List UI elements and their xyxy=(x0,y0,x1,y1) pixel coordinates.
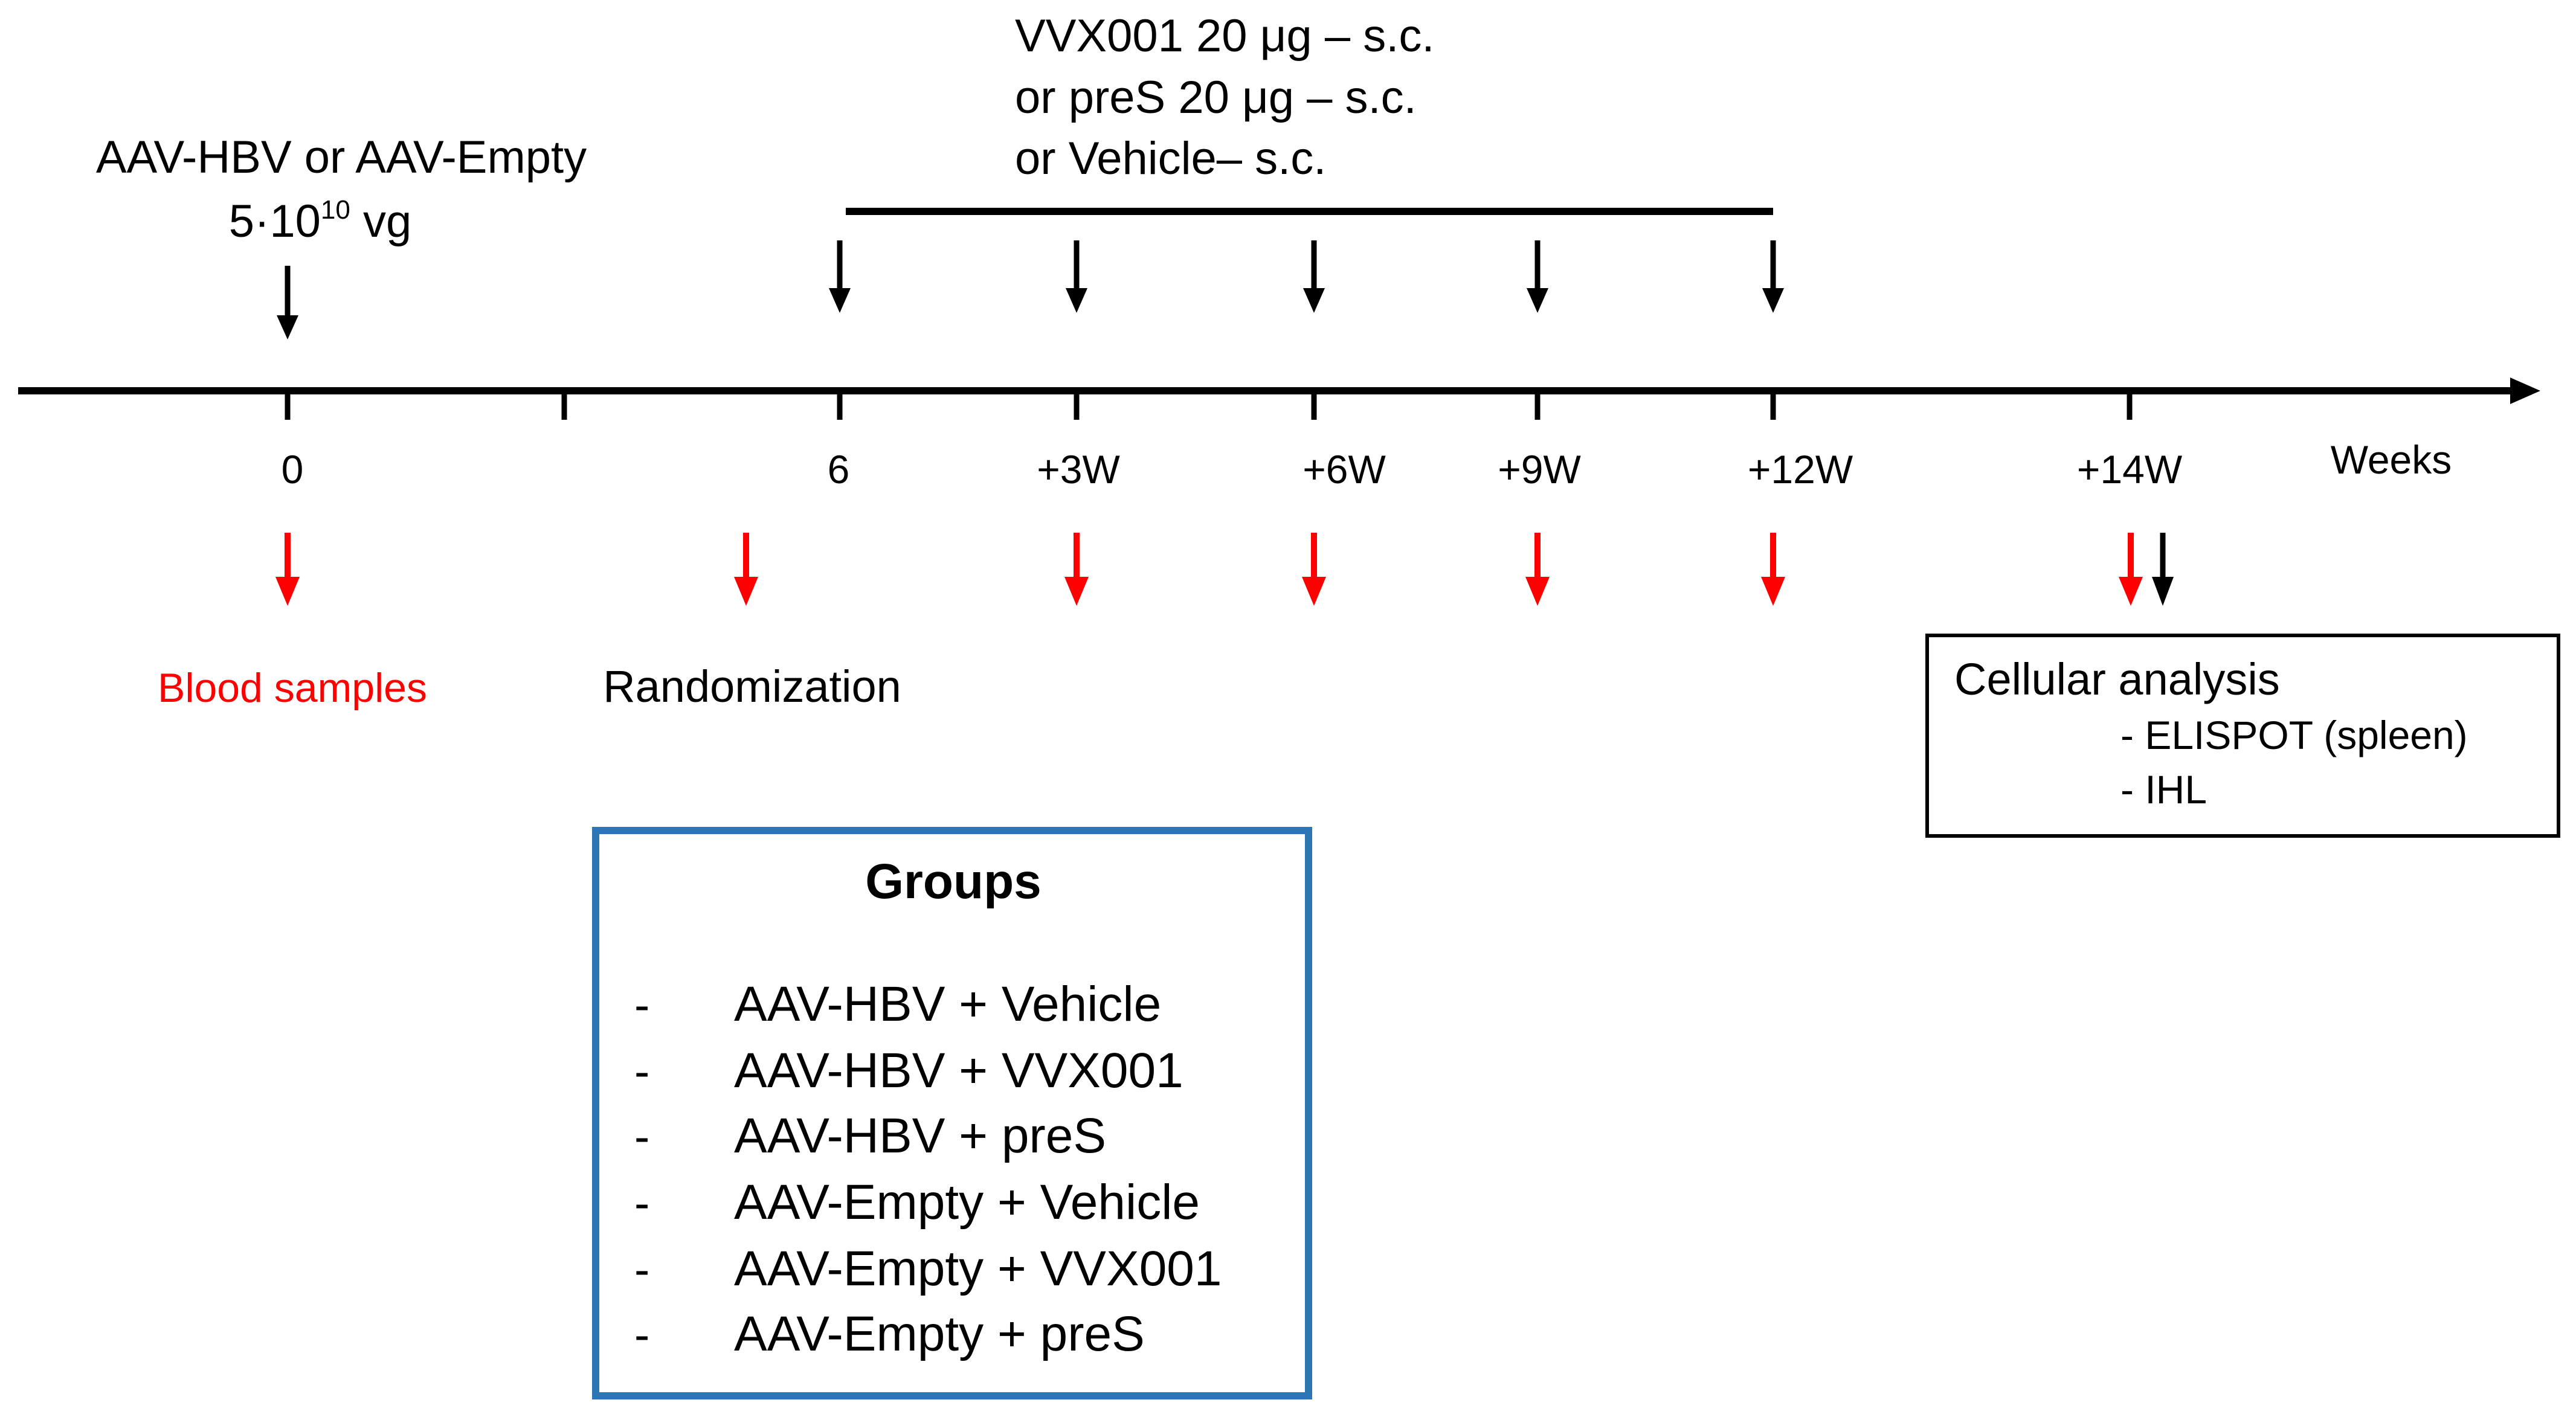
vaccination-arrow-dose-4 xyxy=(1527,240,1548,313)
cellular-analysis-title: Cellular analysis xyxy=(1954,654,2280,704)
blood-sample-arrow xyxy=(1761,533,1785,606)
injection-arrow xyxy=(277,266,298,339)
blood-sample-arrow xyxy=(734,533,758,606)
groups-box xyxy=(592,827,1312,1399)
cellular-analysis-item-ihl: - IHL xyxy=(2120,767,2207,812)
groups-title: Groups xyxy=(865,854,1042,909)
tick-label-plus-6w: +6W xyxy=(1302,447,1386,492)
group-bullet: - xyxy=(634,1046,649,1097)
group-item: AAV-Empty + Vehicle xyxy=(734,1175,1200,1230)
blood-sample-arrow xyxy=(1302,533,1326,606)
randomization-label: Randomization xyxy=(603,661,901,712)
vaccination-arrow-dose-2 xyxy=(1066,240,1087,313)
tick-label-plus-3w: +3W xyxy=(1037,447,1120,492)
group-bullet: - xyxy=(634,1111,649,1163)
injection-dose: 5·1010 vg xyxy=(229,195,411,247)
tick-label-week-0: 0 xyxy=(282,447,304,492)
tick-label-week-6: 6 xyxy=(828,447,850,492)
tick-label-plus-9w: +9W xyxy=(1498,447,1581,492)
group-item: AAV-HBV + Vehicle xyxy=(734,977,1161,1032)
blood-sample-arrow xyxy=(2119,533,2143,606)
tick-label-plus-12w: +12W xyxy=(1748,447,1853,492)
group-bullet: - xyxy=(634,980,649,1031)
group-bullet: - xyxy=(634,1178,649,1229)
group-item: AAV-Empty + preS xyxy=(734,1306,1145,1361)
group-item: AAV-HBV + VVX001 xyxy=(734,1043,1183,1098)
group-item: AAV-Empty + VVX001 xyxy=(734,1241,1222,1296)
vaccination-line-1: VVX001 20 μg – s.c. xyxy=(1015,10,1434,62)
cellular-analysis-item-elispot: - ELISPOT (spleen) xyxy=(2120,713,2468,757)
blood-samples-label: Blood samples xyxy=(158,665,427,711)
group-bullet: - xyxy=(634,1244,649,1296)
injection-dose-exponent: 10 xyxy=(321,195,350,225)
vaccination-arrow-dose-5 xyxy=(1762,240,1784,313)
group-item: AAV-HBV + preS xyxy=(734,1108,1106,1163)
vaccination-arrow-dose-3 xyxy=(1303,240,1325,313)
injection-dose-unit: vg xyxy=(350,196,411,247)
tick-label-plus-14w: +14W xyxy=(2077,447,2183,492)
blood-sample-arrow xyxy=(1064,533,1089,606)
vaccination-line-2: or preS 20 μg – s.c. xyxy=(1015,72,1417,123)
injection-label: AAV-HBV or AAV-Empty xyxy=(96,132,587,183)
timeline-axis-arrowhead xyxy=(2510,377,2540,404)
blood-sample-arrow xyxy=(275,533,300,606)
vaccination-arrow-dose-1 xyxy=(829,240,851,313)
timeline-axis-label: Weeks xyxy=(2331,437,2452,482)
cellular-analysis-box xyxy=(1925,634,2560,838)
vaccination-line-3: or Vehicle– s.c. xyxy=(1015,133,1326,184)
blood-sample-arrow xyxy=(1525,533,1550,606)
group-bullet: - xyxy=(634,1309,649,1361)
cellular-analysis-arrow xyxy=(2152,533,2174,606)
injection-dose-base: 5·10 xyxy=(229,196,321,247)
